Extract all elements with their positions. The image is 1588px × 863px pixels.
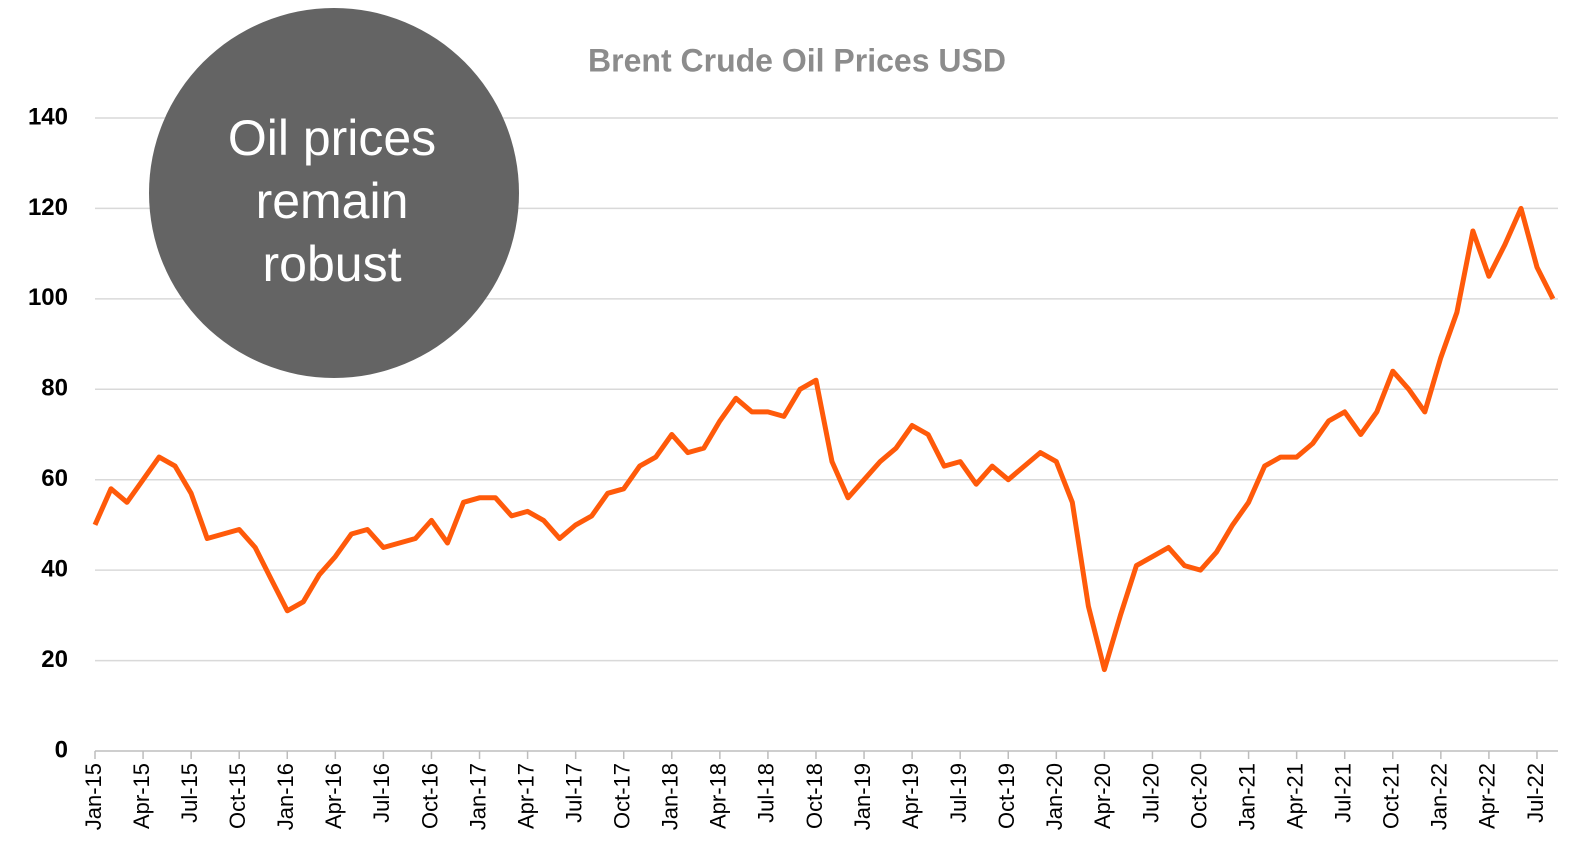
price-line: [92, 205, 1556, 673]
y-tick-label: 60: [41, 465, 68, 492]
x-tick-label: Jul-20: [1138, 763, 1163, 823]
y-tick-label: 0: [55, 736, 68, 763]
y-tick-label: 80: [41, 375, 68, 402]
x-tick-label: Apr-17: [513, 763, 538, 829]
x-tick-label: Apr-18: [706, 763, 731, 829]
x-tick-label: Apr-19: [898, 763, 923, 829]
x-tick-label: Apr-21: [1282, 763, 1307, 829]
x-tick-label: Jan-21: [1234, 763, 1259, 830]
x-tick-label: Apr-15: [129, 763, 154, 829]
y-tick-label: 40: [41, 555, 68, 582]
x-tick-label: Apr-16: [321, 763, 346, 829]
annotation-text: Oil prices: [228, 110, 436, 166]
x-tick-label: Oct-16: [417, 763, 442, 829]
x-tick-label: Oct-20: [1186, 763, 1211, 829]
x-tick-label: Jan-20: [1042, 763, 1067, 830]
y-tick-label: 20: [41, 646, 68, 673]
x-tick-label: Jul-18: [754, 763, 779, 823]
x-tick-label: Jul-16: [369, 763, 394, 823]
x-tick-label: Apr-20: [1090, 763, 1115, 829]
x-tick-label: Jan-22: [1427, 763, 1452, 830]
x-tick-label: Jan-15: [81, 763, 106, 830]
x-tick-label: Apr-22: [1475, 763, 1500, 829]
x-tick-label: Jul-22: [1523, 763, 1548, 823]
y-tick-label: 100: [28, 284, 68, 311]
x-tick-label: Oct-15: [225, 763, 250, 829]
x-tick-label: Jul-15: [177, 763, 202, 823]
x-tick-label: Jul-19: [946, 763, 971, 823]
x-tick-label: Oct-17: [610, 763, 635, 829]
annotation-text: remain: [256, 173, 409, 229]
y-tick-label: 120: [28, 194, 68, 221]
chart-title: Brent Crude Oil Prices USD: [588, 42, 1006, 78]
x-tick-label: Oct-18: [802, 763, 827, 829]
x-tick-label: Jan-18: [658, 763, 683, 830]
x-tick-label: Jul-21: [1331, 763, 1356, 823]
x-tick-label: Jan-16: [273, 763, 298, 830]
x-tick-label: Jan-17: [465, 763, 490, 830]
x-tick-label: Oct-19: [994, 763, 1019, 829]
annotation-circle: [149, 8, 519, 378]
x-tick-label: Jul-17: [561, 763, 586, 823]
annotation-text: robust: [263, 236, 402, 292]
x-tick-label: Jan-19: [850, 763, 875, 830]
y-tick-label: 140: [28, 103, 68, 130]
x-tick-label: Oct-21: [1379, 763, 1404, 829]
